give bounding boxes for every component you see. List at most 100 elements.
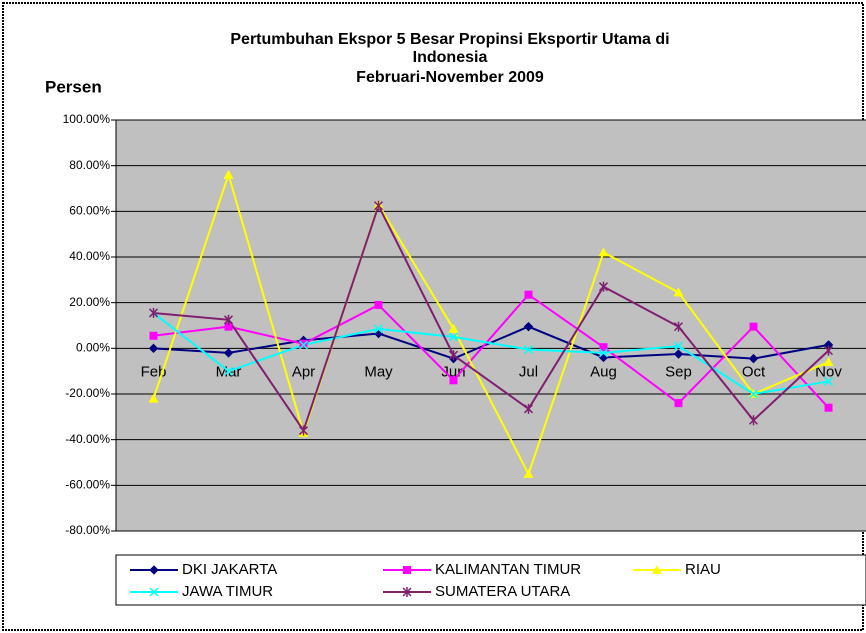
marker-shape: [149, 331, 158, 340]
x-tick-label: Nov: [815, 363, 842, 380]
marker: [524, 290, 533, 299]
marker: [448, 323, 459, 333]
y-tick-label: -40.00%: [65, 432, 110, 446]
marker-shape: [448, 332, 459, 342]
y-tick-label: 80.00%: [69, 158, 110, 172]
x-tick-label: Apr: [292, 363, 315, 380]
marker-shape: [224, 322, 233, 331]
marker-shape: [403, 566, 411, 574]
legend-label: JAWA TIMUR: [182, 583, 273, 600]
marker: [402, 587, 412, 597]
marker: [374, 300, 383, 309]
y-tick-label: 40.00%: [69, 249, 110, 263]
legend-label: SUMATERA UTARA: [435, 583, 570, 600]
marker: [823, 376, 834, 386]
marker-shape: [824, 403, 833, 412]
marker-shape: [148, 393, 159, 403]
marker: [598, 247, 609, 257]
marker-shape: [523, 344, 534, 355]
marker: [448, 332, 459, 342]
marker-shape: [673, 287, 684, 297]
marker: [298, 340, 309, 350]
legend-label: DKI JAKARTA: [182, 561, 277, 578]
chart-title: Februari-November 2009: [356, 69, 544, 86]
marker: [148, 343, 159, 354]
marker: [148, 307, 159, 318]
marker-shape: [223, 366, 234, 376]
y-tick-label: 60.00%: [69, 204, 110, 218]
marker: [403, 566, 411, 574]
marker: [373, 200, 384, 211]
marker-shape: [598, 247, 609, 257]
x-tick-label: Sep: [665, 363, 692, 380]
marker-shape: [374, 300, 383, 309]
series-line: [153, 203, 830, 433]
marker-shape: [599, 343, 608, 352]
marker: [224, 322, 233, 331]
marker-shape: [523, 321, 534, 332]
marker: [223, 314, 234, 325]
marker-shape: [149, 587, 159, 597]
x-tick-label: Oct: [742, 363, 766, 380]
marker: [652, 565, 662, 574]
x-tick-label: Jul: [519, 363, 538, 380]
marker: [448, 350, 459, 361]
series-line: [153, 293, 830, 409]
chart-title: Pertumbuhan Ekspor 5 Besar Propinsi Eksp…: [230, 31, 669, 48]
marker: [823, 345, 834, 356]
marker-shape: [449, 376, 458, 385]
marker: [823, 357, 834, 367]
marker-shape: [223, 348, 234, 358]
legend: [115, 554, 866, 606]
y-tick-label: 100.00%: [63, 112, 111, 126]
legend-label: RIAU: [685, 561, 721, 578]
x-tick-label: Feb: [141, 363, 167, 380]
marker: [598, 348, 609, 358]
marker-shape: [823, 357, 834, 367]
marker-shape: [523, 468, 534, 478]
marker: [148, 393, 159, 403]
marker: [149, 587, 159, 597]
marker: [673, 341, 684, 351]
marker-shape: [149, 565, 159, 575]
marker-shape: [749, 322, 758, 331]
marker: [223, 348, 234, 358]
marker-shape: [674, 399, 683, 408]
marker: [748, 415, 759, 426]
marker: [149, 565, 159, 575]
series-line: [152, 312, 829, 396]
marker-shape: [148, 343, 159, 354]
marker-shape: [223, 169, 234, 179]
marker-shape: [748, 353, 759, 364]
marker: [223, 366, 234, 376]
marker-shape: [652, 565, 662, 574]
marker: [674, 399, 683, 408]
marker: [523, 468, 534, 478]
plot-area: [116, 120, 866, 531]
y-tick-label: -80.00%: [65, 523, 110, 537]
marker-shape: [524, 290, 533, 299]
marker: [749, 322, 758, 331]
x-tick-label: Jun: [441, 363, 465, 380]
marker-shape: [673, 341, 684, 351]
marker-shape: [673, 349, 684, 359]
y-tick-label: 0.00%: [76, 341, 110, 355]
chart-title: Indonesia: [413, 49, 488, 66]
marker: [824, 403, 833, 412]
y-tick-label: 20.00%: [69, 295, 110, 309]
marker: [299, 339, 308, 348]
marker-shape: [373, 324, 384, 334]
marker: [748, 353, 759, 364]
marker: [748, 389, 759, 399]
marker: [298, 425, 309, 436]
y-axis-label: Persen: [45, 77, 102, 96]
marker-shape: [823, 376, 834, 386]
marker: [523, 344, 534, 355]
marker: [149, 331, 158, 340]
marker: [673, 321, 684, 332]
y-tick-label: -20.00%: [65, 386, 110, 400]
marker: [673, 349, 684, 359]
marker-shape: [298, 340, 309, 350]
